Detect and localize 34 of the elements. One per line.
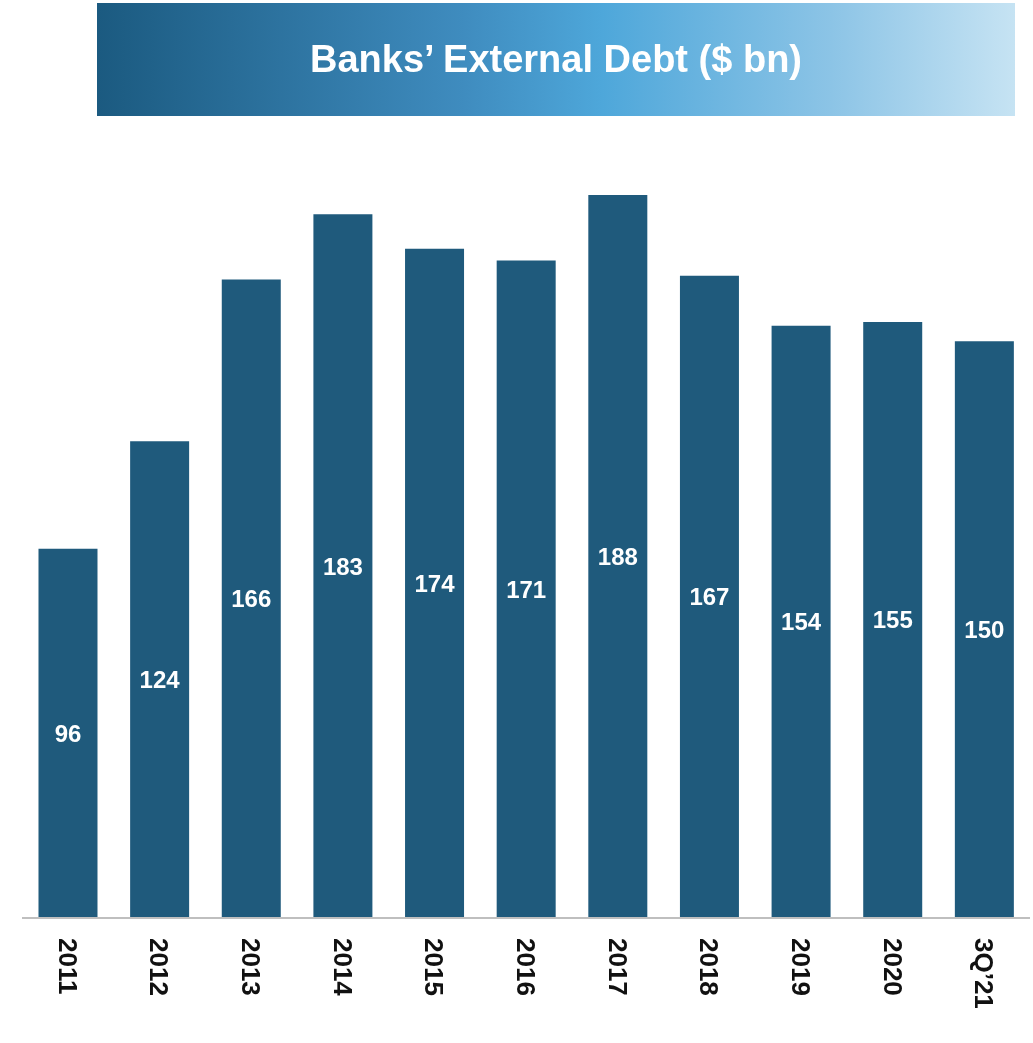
data-label: 188 (597, 543, 638, 571)
data-label: 167 (689, 583, 730, 611)
x-tick-label: 2019 (785, 938, 816, 996)
chart-title: Banks’ External Debt ($ bn) (97, 3, 1015, 116)
x-tick-label: 3Q’21 (969, 938, 1000, 1009)
x-tick-label: 2011 (52, 938, 83, 995)
x-tick-label: 2014 (327, 938, 358, 997)
x-tick-label: 2020 (877, 938, 908, 996)
bar (313, 214, 373, 918)
bar (863, 321, 923, 918)
x-tick-label: 2016 (511, 938, 541, 996)
bar (405, 248, 465, 918)
x-tick-label: 2018 (694, 938, 725, 996)
bar (496, 260, 556, 918)
x-tick-label: 2015 (419, 938, 450, 996)
bar (130, 441, 190, 918)
bar (954, 341, 1014, 918)
x-tick-label: 2017 (602, 938, 633, 996)
x-tick-label: 2013 (236, 938, 267, 996)
bar (38, 548, 98, 918)
data-label: 166 (231, 585, 272, 613)
data-label: 150 (964, 616, 1005, 644)
bar (679, 275, 739, 918)
bar (771, 325, 831, 918)
data-label: 183 (322, 552, 363, 580)
data-label: 96 (54, 719, 82, 747)
data-label: 155 (872, 606, 913, 634)
x-tick-label: 2012 (144, 938, 175, 996)
data-label: 154 (781, 608, 822, 636)
data-label: 171 (506, 575, 547, 603)
data-label: 174 (414, 569, 456, 597)
data-label: 124 (139, 666, 181, 694)
bar (221, 279, 281, 918)
bar (588, 195, 648, 918)
